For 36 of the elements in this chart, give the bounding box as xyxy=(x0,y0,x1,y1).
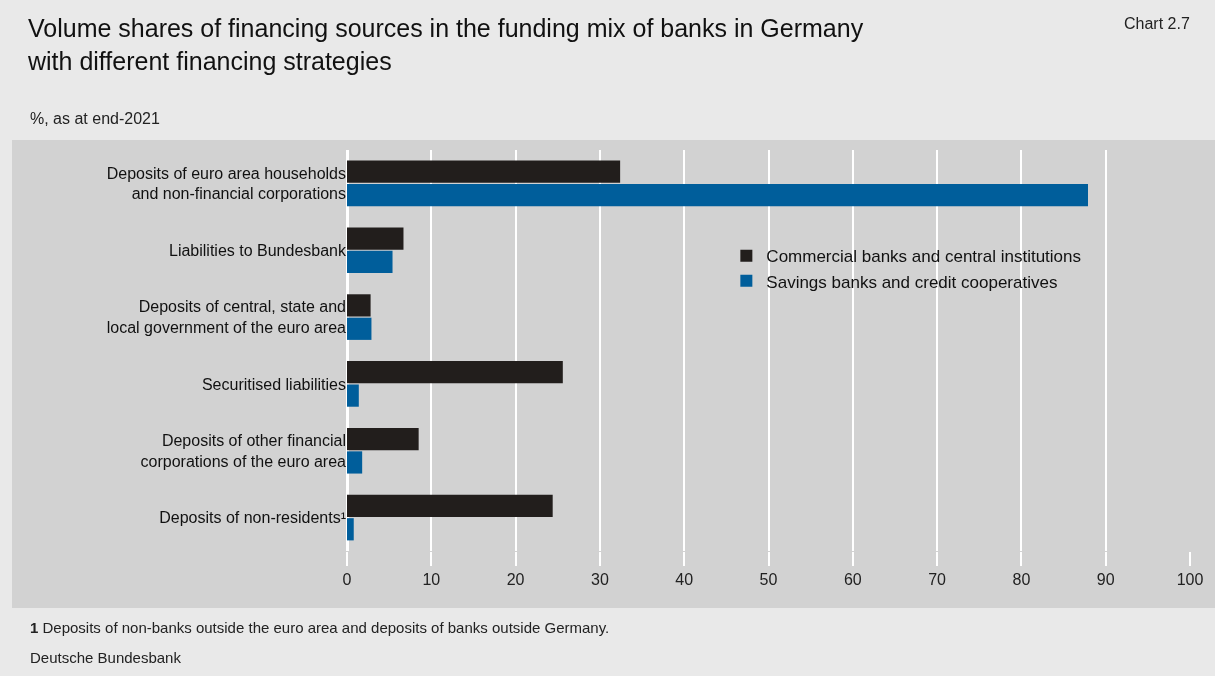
chart-title: Volume shares of financing sources in the funding mix of banks in Germany with different financing strategies xyxy=(27,14,864,75)
text: Deutsche Bundesbank xyxy=(30,649,182,666)
y-tick-label: Deposits of euro area households and non-financial corporations xyxy=(106,164,346,203)
x-tick-label: 0 xyxy=(342,571,352,589)
x-tick-label: 40 xyxy=(675,571,694,589)
y-tick-label: Deposits of non-residents¹ xyxy=(159,509,346,527)
x-tick-label: 100 xyxy=(1176,571,1204,589)
x-tick-label: 50 xyxy=(759,571,778,589)
bar xyxy=(347,250,393,274)
y-tick-label: Deposits of other financial corporations of the euro area xyxy=(140,431,347,470)
bar xyxy=(347,317,372,340)
x-tick-label: 60 xyxy=(843,571,862,589)
x-tick-label: 10 xyxy=(422,571,441,589)
bar xyxy=(347,384,359,407)
y-tick-label: Liabilities to Bundesbank xyxy=(168,241,347,259)
bar xyxy=(347,294,371,317)
bar xyxy=(347,518,354,541)
y-tick-label: Deposits of central, state and local government of the euro area xyxy=(106,298,347,337)
bar xyxy=(347,160,621,183)
y-tick-label: Securitised liabilities xyxy=(201,375,346,393)
bar xyxy=(347,494,553,517)
bar xyxy=(347,361,563,384)
bar xyxy=(347,184,1088,207)
x-tick-label: 90 xyxy=(1096,571,1115,589)
x-tick-label: 30 xyxy=(591,571,609,589)
bar xyxy=(347,427,419,451)
legend-label: Savings banks and credit cooperatives xyxy=(766,272,1058,292)
x-tick-label: 70 xyxy=(928,571,947,589)
text: 1 Deposits of non-banks outside the euro area and deposits of banks outside Germany. xyxy=(30,619,610,636)
legend-label: Commercial banks and central institutions xyxy=(766,247,1082,267)
text: %, as at end-2021 xyxy=(30,110,160,127)
bar xyxy=(347,227,404,250)
caption: Chart 2.7 xyxy=(1124,15,1190,32)
bar xyxy=(347,451,363,474)
x-tick-label: 80 xyxy=(1012,571,1031,589)
x-tick-label: 20 xyxy=(506,571,525,589)
